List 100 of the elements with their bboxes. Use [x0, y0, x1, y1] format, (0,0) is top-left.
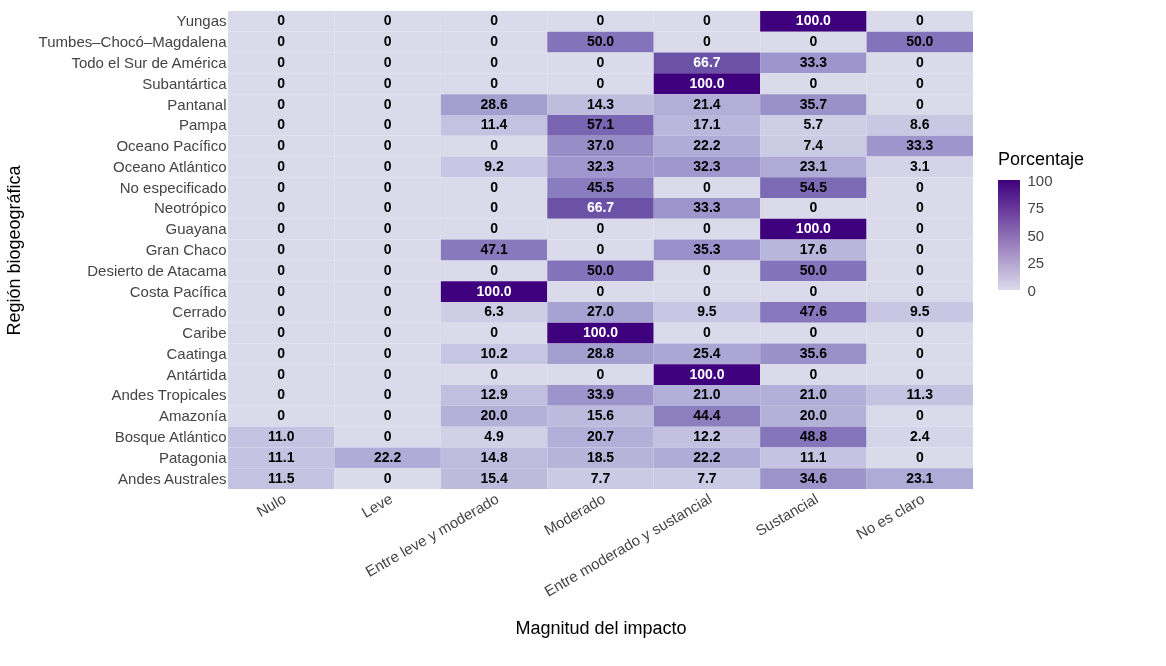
data-label: 4.9 [484, 428, 505, 445]
data-label: 0 [383, 53, 392, 70]
data-label: 11.0 [267, 428, 295, 445]
data-label: 50.0 [906, 33, 934, 50]
data-label: 20.7 [586, 428, 615, 445]
data-label: 27.0 [586, 303, 615, 320]
data-label: 0 [277, 116, 286, 133]
color-bar-label: 25 [1027, 254, 1045, 271]
data-label: 0 [703, 33, 712, 50]
data-label: 0 [915, 365, 924, 382]
data-label: 0 [383, 178, 392, 195]
data-label: 0 [809, 33, 818, 50]
data-label: 6.3 [484, 303, 505, 320]
y-tick-label: Cerrado [172, 303, 227, 321]
data-label: 0 [383, 241, 392, 257]
data-label: 0 [596, 282, 605, 299]
data-label: 11.3 [906, 386, 934, 403]
data-label: 0 [596, 241, 605, 257]
data-label: 9.5 [910, 303, 930, 320]
data-label: 0 [383, 344, 392, 361]
legend-title: Porcentaje [998, 149, 1085, 169]
data-label: 0 [809, 74, 818, 91]
data-label: 0 [277, 33, 286, 50]
data-label: 66.7 [693, 53, 721, 70]
data-label: 15.6 [586, 407, 615, 424]
data-label: 33.3 [693, 199, 721, 216]
data-label: 0 [915, 95, 924, 112]
data-label: 33.3 [906, 137, 934, 154]
data-label: 100.0 [795, 220, 832, 237]
data-label: 0 [383, 137, 392, 154]
data-label: 0 [383, 199, 392, 216]
data-label: 0 [915, 12, 924, 29]
data-label: 23.1 [799, 157, 828, 174]
data-label: 0 [915, 261, 924, 278]
data-label: 0 [490, 74, 499, 91]
data-label: 0 [277, 261, 286, 278]
data-label: 5.7 [803, 116, 824, 133]
data-label: 0 [383, 407, 392, 424]
y-tick-label: Desierto de Atacama [87, 261, 228, 279]
data-label: 0 [490, 199, 499, 216]
data-label: 7.7 [590, 469, 611, 486]
color-bar-label: 100 [1027, 171, 1053, 189]
data-label: 0 [915, 324, 924, 341]
data-label: 0 [490, 137, 499, 154]
y-tick-label: Pampa [178, 116, 228, 134]
y-tick-label: Patagonia [158, 448, 228, 466]
data-label: 100.0 [476, 282, 512, 299]
data-label: 12.2 [693, 428, 721, 445]
data-label: 0 [277, 199, 286, 216]
y-axis-title: Región biogeográfica [3, 164, 24, 336]
data-label: 0 [277, 95, 286, 112]
data-label: 0 [490, 220, 499, 237]
data-label: 21.0 [799, 386, 828, 403]
data-label: 50.0 [799, 261, 828, 278]
data-label: 0 [277, 303, 286, 320]
data-label: 0 [490, 12, 499, 29]
y-tick-label: Andes Australes [118, 469, 227, 487]
data-label: 7.4 [803, 137, 824, 154]
data-label: 0 [915, 220, 924, 237]
data-label: 8.6 [910, 116, 930, 133]
y-tick-label: Yungas [176, 12, 227, 30]
data-label: 0 [383, 386, 392, 403]
data-label: 66.7 [586, 199, 615, 216]
data-label: 50.0 [586, 261, 615, 278]
data-label: 0 [277, 178, 286, 195]
color-bar-label: 0 [1027, 281, 1036, 299]
data-label: 0 [809, 282, 818, 299]
data-label: 0 [383, 33, 392, 50]
data-label: 34.6 [799, 469, 828, 486]
data-label: 20.0 [799, 407, 828, 424]
data-label: 0 [490, 261, 499, 278]
data-label: 33.9 [586, 386, 615, 403]
data-label: 0 [703, 261, 712, 278]
data-label: 12.9 [480, 386, 508, 403]
data-label: 0 [703, 220, 712, 237]
y-tick-label: Guayana [165, 220, 228, 238]
x-tick-label: No es claro [853, 489, 928, 543]
data-label: 15.4 [480, 469, 508, 486]
data-label: 0 [277, 344, 286, 361]
data-label: 0 [383, 95, 392, 112]
data-label: 0 [809, 199, 818, 216]
data-label: 0 [383, 261, 392, 278]
data-label: 18.5 [586, 448, 615, 465]
data-label: 17.1 [693, 116, 721, 133]
data-label: 10.2 [480, 344, 508, 361]
data-label: 0 [915, 178, 924, 195]
data-label: 9.2 [484, 157, 505, 174]
data-label: 0 [277, 220, 286, 237]
data-label: 0 [277, 386, 286, 403]
x-tick-label: Nulo [253, 489, 289, 520]
data-label: 50.0 [586, 33, 615, 50]
color-bar-label: 75 [1027, 199, 1045, 216]
data-label: 20.0 [480, 407, 508, 424]
data-label: 25.4 [693, 344, 721, 361]
data-label: 100.0 [795, 12, 832, 29]
data-label: 11.1 [800, 448, 827, 465]
y-tick-label: Caatinga [166, 344, 228, 362]
data-label: 0 [596, 74, 605, 91]
data-label: 11.5 [267, 469, 295, 486]
data-label: 47.6 [799, 303, 828, 320]
